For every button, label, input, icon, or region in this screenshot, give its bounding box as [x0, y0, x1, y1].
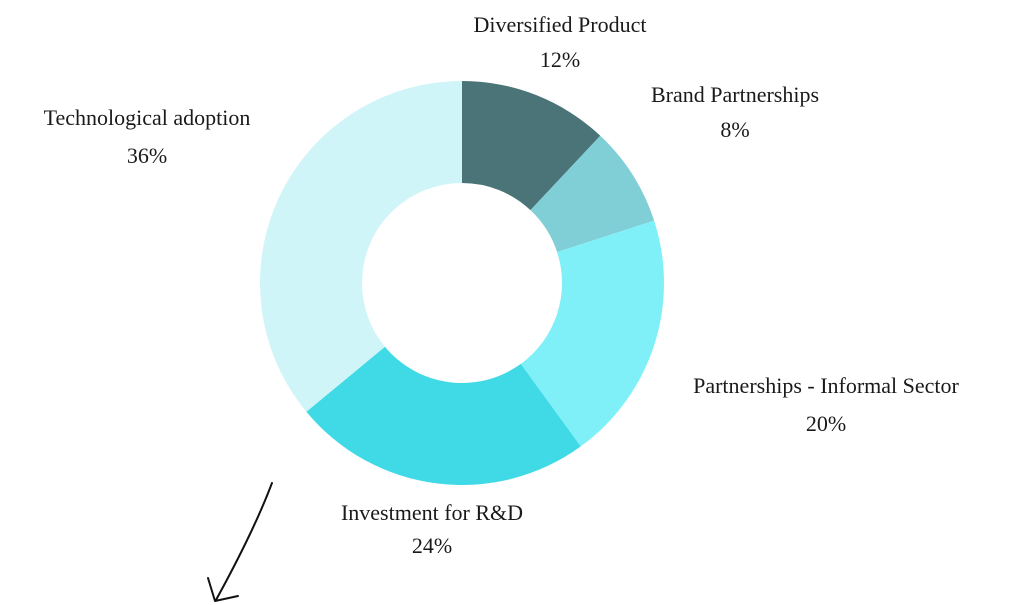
- value-label: 36%: [127, 143, 167, 168]
- donut: [259, 81, 664, 485]
- slice-label: Brand Partnerships: [651, 82, 819, 107]
- slice-label: Investment for R&D: [341, 500, 523, 525]
- slice: [259, 81, 462, 412]
- value-label: 12%: [540, 47, 580, 72]
- value-label: 24%: [412, 533, 452, 558]
- slice-label: Diversified Product: [474, 12, 647, 37]
- slice-label: Partnerships - Informal Sector: [693, 373, 959, 398]
- slice: [462, 81, 601, 211]
- hand-drawn-arrow: [215, 482, 273, 601]
- slice: [306, 346, 581, 485]
- arrow-head: [207, 577, 239, 602]
- value-label: 20%: [806, 411, 846, 436]
- slice-label: Technological adoption: [44, 105, 251, 130]
- slice: [520, 220, 664, 447]
- value-label: 8%: [720, 117, 749, 142]
- slice: [530, 135, 655, 253]
